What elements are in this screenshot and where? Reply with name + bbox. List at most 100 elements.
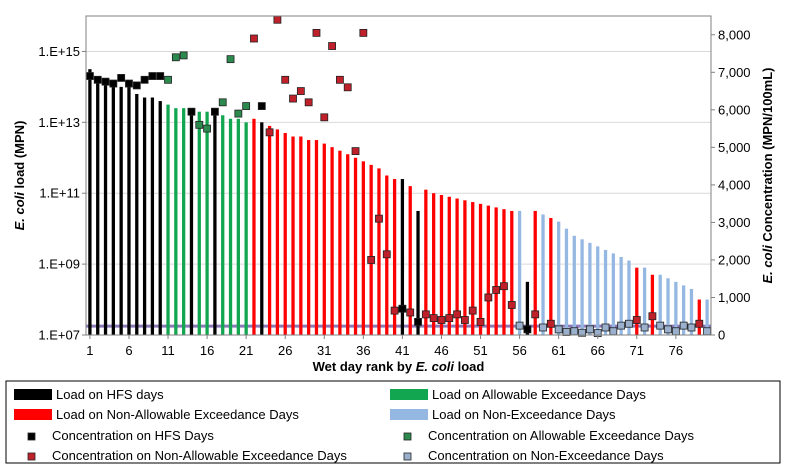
load-bar-nonallowable <box>533 210 537 335</box>
load-bar-allowable <box>221 115 225 335</box>
left-axis-title: E. coli load (MPN) <box>12 121 27 231</box>
left-tick-label: 1.E+07 <box>38 328 80 343</box>
load-bar-nonexceedance <box>627 260 631 335</box>
concentration-point-conc_nonexceedance <box>562 328 571 336</box>
concentration-point-conc_nonallowable <box>390 306 399 315</box>
load-bar-allowable <box>174 108 178 336</box>
concentration-point-conc_hfs <box>414 317 422 326</box>
concentration-point-conc_nonexceedance <box>586 325 594 334</box>
load-bar-nonallowable <box>650 274 655 335</box>
load-bar-nonallowable <box>322 143 326 335</box>
x-tick-label: 31 <box>317 343 331 358</box>
concentration-point-conc_nonallowable <box>648 312 657 321</box>
load-bar-nonallowable <box>291 136 295 335</box>
x-tick-label: 56 <box>512 343 526 358</box>
load-bar-allowable <box>228 118 233 336</box>
load-bar-nonexceedance <box>517 210 522 335</box>
load-bar-nonallowable <box>502 209 506 335</box>
legend-label-conc_nonallowable: Concentration on Non-Allowable Exceedanc… <box>52 448 347 463</box>
load-bar-nonallowable <box>424 189 428 335</box>
concentration-point-conc_nonallowable <box>359 28 368 37</box>
load-bar-nonexceedance <box>705 299 709 335</box>
load-bar-nonallowable <box>252 118 256 336</box>
concentration-point-conc_hfs <box>257 102 266 110</box>
left-tick-label: 1.E+15 <box>38 44 80 59</box>
right-tick-label: 4,000 <box>718 177 751 192</box>
load-bar-allowable <box>244 122 248 335</box>
x-tick-label: 36 <box>356 343 370 358</box>
concentration-point-conc_nonallowable <box>531 310 540 319</box>
concentration-point-conc_hfs <box>156 72 165 80</box>
legend-label-conc_hfs: Concentration on HFS Days <box>52 428 214 443</box>
x-tick-label: 1 <box>86 343 93 358</box>
concentration-point-conc_hfs <box>187 107 196 116</box>
concentration-point-conc_nonallowable <box>351 147 360 156</box>
x-tick-label: 51 <box>473 343 487 358</box>
load-bar-allowable <box>197 111 201 335</box>
right-tick-label: 0 <box>718 328 725 343</box>
concentration-point-conc_nonallowable <box>484 293 493 302</box>
left-tick-label: 1.E+11 <box>39 186 80 201</box>
concentration-point-conc_allowable <box>164 75 172 84</box>
load-bar-nonexceedance <box>557 221 561 335</box>
load-bar-hfs <box>103 79 108 335</box>
legend-label-nonallowable: Load on Non-Allowable Exceedance Days <box>56 407 299 422</box>
right-tick-label: 3,000 <box>718 215 751 230</box>
load-bar-nonallowable <box>486 205 490 335</box>
concentration-point-conc_allowable <box>179 51 188 60</box>
load-bar-nonallowable <box>635 267 639 335</box>
load-bar-nonexceedance <box>666 278 670 335</box>
load-bar-nonexceedance <box>580 239 584 335</box>
load-bar-nonallowable <box>314 140 319 335</box>
x-tick-label: 66 <box>590 343 604 358</box>
legend-label-nonexceedance: Load on Non-Exceedance Days <box>432 407 616 422</box>
load-bar-hfs <box>127 86 131 335</box>
load-bar-allowable <box>166 104 170 335</box>
left-tick-label: 1.E+09 <box>38 257 80 272</box>
load-bar-nonexceedance <box>674 281 678 335</box>
load-bar-allowable <box>205 111 209 335</box>
load-bar-nonallowable <box>338 150 342 335</box>
plot-area-frame <box>85 15 712 336</box>
legend-label-hfs: Load on HFS days <box>56 387 164 402</box>
x-tick-label: 26 <box>278 343 292 358</box>
legend-marker-conc_nonexceedance <box>403 452 412 461</box>
concentration-point-conc_allowable <box>226 55 235 64</box>
concentration-point-conc_nonallowable <box>500 282 508 291</box>
load-bar-nonallowable <box>275 129 280 335</box>
load-bar-nonallowable <box>307 140 311 335</box>
load-bar-nonexceedance <box>564 228 569 335</box>
concentration-point-conc_nonallowable <box>492 286 501 294</box>
right-tick-label: 1,000 <box>718 290 751 305</box>
x-tick-label: 46 <box>434 343 448 358</box>
concentration-point-conc_hfs <box>125 79 133 88</box>
concentration-point-conc_nonallowable <box>445 314 454 323</box>
load-bar-hfs <box>525 281 530 335</box>
left-axis-ticks: 1.E+07 1.E+09 1.E+11 1.E+13 1.E+15 <box>38 44 86 343</box>
load-bar-hfs <box>158 101 162 335</box>
load-bar-nonallowable <box>447 196 451 335</box>
concentration-point-conc_nonexceedance <box>703 327 711 336</box>
gridlines <box>86 50 711 336</box>
load-bar-nonexceedance <box>572 235 576 335</box>
load-bar-nonallowable <box>408 186 412 335</box>
legend-swatch-hfs <box>14 389 52 400</box>
concentration-point-conc_nonexceedance <box>640 323 649 332</box>
load-bar-hfs <box>142 97 147 336</box>
load-bar-nonallowable <box>455 198 459 335</box>
right-axis-ticks: 0 1,000 2,000 3,000 4,000 5,000 6,000 7,000 8,00… <box>711 27 751 343</box>
x-tick-label: 76 <box>669 343 683 358</box>
load-bar-nonallowable <box>471 202 475 335</box>
x-tick-label: 6 <box>125 343 132 358</box>
legend-swatch-allowable <box>390 389 428 400</box>
legend-marker-conc_nonallowable <box>27 452 36 461</box>
concentration-point-conc_nonallowable <box>296 87 305 95</box>
right-tick-label: 8,000 <box>718 27 751 42</box>
x-tick-label: 16 <box>200 343 214 358</box>
legend-marker-conc_allowable <box>403 432 412 441</box>
concentration-point-conc_nonallowable <box>304 98 313 107</box>
right-tick-label: 7,000 <box>718 65 751 80</box>
concentration-point-conc_nonexceedance <box>625 319 633 328</box>
legend-label-conc_allowable: Concentration on Allowable Exceedance Da… <box>428 428 694 443</box>
